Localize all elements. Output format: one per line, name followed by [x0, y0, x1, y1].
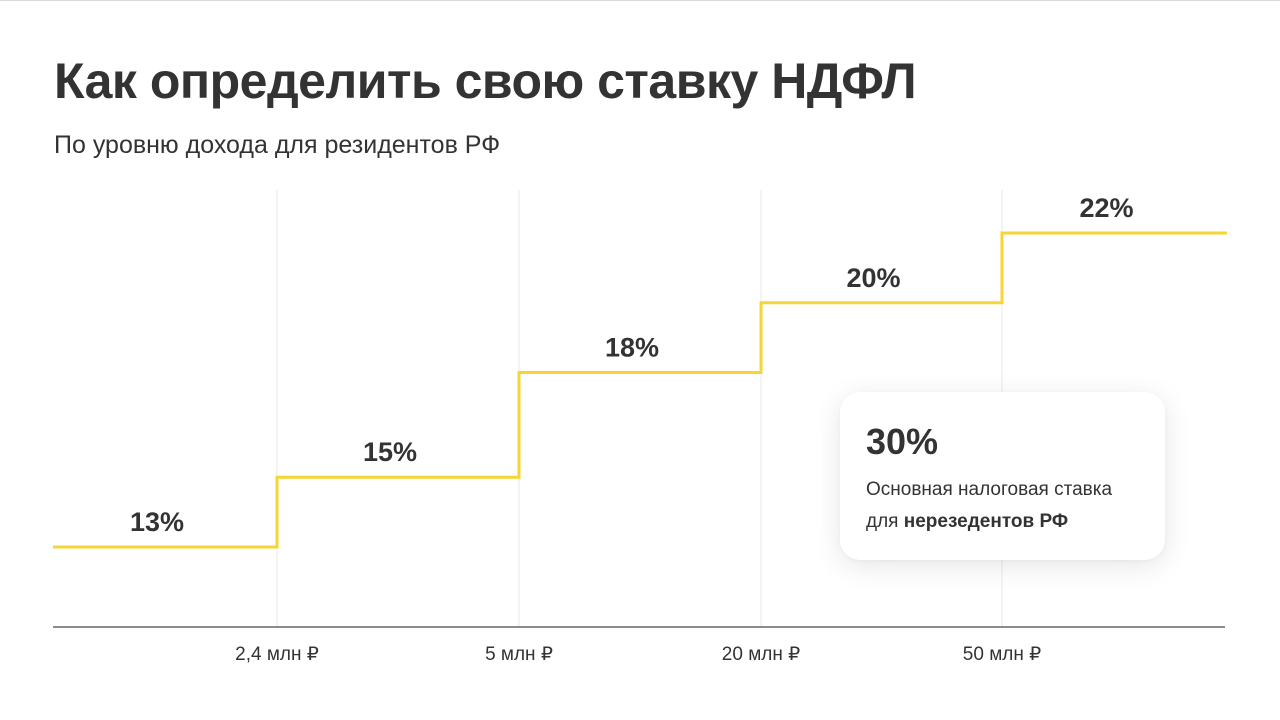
rate-label: 15% — [363, 437, 417, 467]
nonresident-rate-line2-bold: нерезедентов РФ — [903, 511, 1069, 532]
rate-label: 18% — [605, 333, 659, 363]
page-subtitle: По уровню дохода для резидентов РФ — [54, 131, 501, 159]
nonresident-rate-value: 30% — [866, 421, 939, 462]
rate-label: 22% — [1079, 193, 1133, 223]
x-tick-label: 20 млн ₽ — [722, 644, 800, 665]
x-tick-label: 2,4 млн ₽ — [235, 644, 319, 665]
nonresident-rate-line2-prefix: для — [866, 511, 904, 532]
x-tick-label: 5 млн ₽ — [485, 644, 553, 665]
nonresident-rate-description: Основная налоговая ставка для нерезедент… — [866, 474, 1139, 538]
x-tick-label: 50 млн ₽ — [963, 644, 1041, 665]
top-border — [0, 0, 1280, 1]
nonresident-rate-line1: Основная налоговая ставка — [866, 479, 1113, 500]
rate-label: 13% — [130, 507, 184, 537]
nonresident-rate-card: 30% Основная налоговая ставка для нерезе… — [840, 392, 1165, 560]
tax-rate-step-line — [53, 231, 1227, 549]
rate-label: 20% — [846, 263, 900, 293]
page-title: Как определить свою ставку НДФЛ — [54, 53, 917, 109]
